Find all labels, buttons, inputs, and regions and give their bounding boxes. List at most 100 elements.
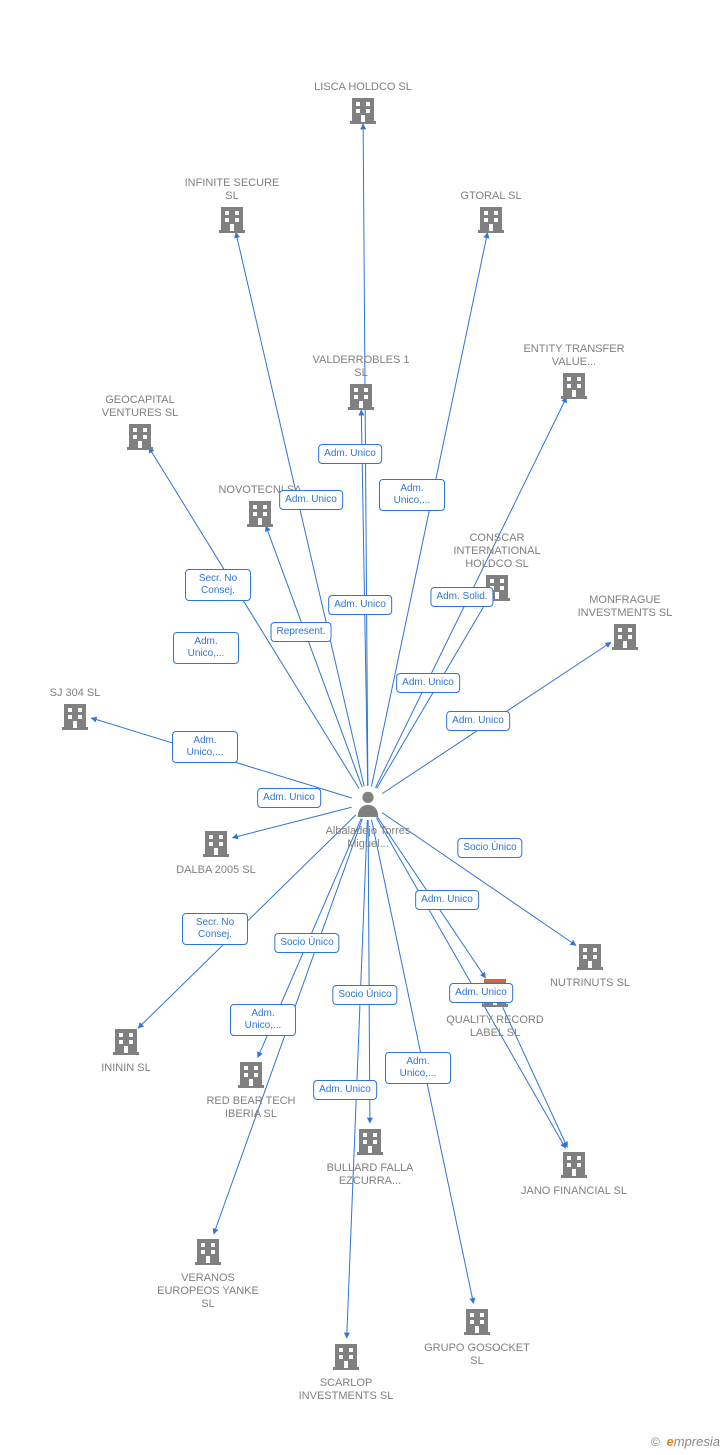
brand-rest: mpresia xyxy=(674,1434,720,1449)
node-entity: ENTITY TRANSFER VALUE... xyxy=(519,341,629,404)
building-icon xyxy=(201,827,231,862)
edge-entity xyxy=(375,397,566,787)
edge-novotecni xyxy=(266,526,362,787)
node-geocapital: GEOCAPITAL VENTURES SL xyxy=(85,392,195,455)
node-monfrague: MONFRAGUE INVESTMENTS SL xyxy=(570,592,680,655)
edge-label: Represent. xyxy=(271,622,332,642)
edge-label: Adm. Unico,... xyxy=(230,1004,296,1036)
node-person: Albaladejo Torres Miguel... xyxy=(313,788,423,851)
node-label: NUTRINUTS SL xyxy=(535,977,645,990)
network-diagram: Albaladejo Torres Miguel... LISCA HOLDCO … xyxy=(0,0,728,1455)
building-icon xyxy=(245,497,275,532)
node-label: SJ 304 SL xyxy=(20,687,130,700)
building-icon xyxy=(236,1058,266,1093)
node-label: GTORAL SL xyxy=(436,190,546,203)
node-veranos: VERANOS EUROPEOS YANKE SL xyxy=(153,1235,263,1311)
node-label: INININ SL xyxy=(71,1062,181,1075)
building-icon xyxy=(331,1340,361,1375)
edge-label: Adm. Unico xyxy=(279,490,343,510)
edge-label: Adm. Unico,... xyxy=(379,479,445,511)
node-label: CONSCAR INTERNATIONAL HOLDCO SL xyxy=(442,532,552,571)
edge-label: Secr. No Consej. xyxy=(182,913,248,945)
edge-infinite xyxy=(236,233,364,787)
edge-conscar xyxy=(377,599,489,789)
building-icon xyxy=(348,94,378,129)
node-valderrobles: VALDERROBLES 1 SL xyxy=(306,352,416,415)
building-icon xyxy=(575,940,605,975)
edge-label: Adm. Unico,... xyxy=(172,731,238,763)
building-icon xyxy=(355,1125,385,1160)
node-lisca: LISCA HOLDCO SL xyxy=(308,79,418,129)
brand-initial: e xyxy=(667,1434,674,1449)
node-label: NOVOTECNI SA xyxy=(205,484,315,497)
node-label: INFINITE SECURE SL xyxy=(177,177,287,203)
edge-gtoral xyxy=(371,233,487,787)
node-jano: JANO FINANCIAL SL xyxy=(519,1148,629,1198)
building-icon xyxy=(193,1235,223,1270)
node-novotecni: NOVOTECNI SA xyxy=(205,482,315,532)
edge-label: Adm. Unico xyxy=(446,711,510,731)
node-label: JANO FINANCIAL SL xyxy=(519,1185,629,1198)
copyright-symbol: © xyxy=(651,1435,660,1449)
building-icon xyxy=(559,369,589,404)
node-label: GEOCAPITAL VENTURES SL xyxy=(85,394,195,420)
node-gtoral: GTORAL SL xyxy=(436,188,546,238)
edge-label: Adm. Unico xyxy=(396,673,460,693)
building-icon xyxy=(482,571,512,606)
node-label: VALDERROBLES 1 SL xyxy=(306,354,416,380)
node-label: ENTITY TRANSFER VALUE... xyxy=(519,343,629,369)
edge-sj304 xyxy=(91,718,351,798)
node-redbear: RED BEAR TECH IBERIA SL xyxy=(196,1058,306,1121)
node-label: Albaladejo Torres Miguel... xyxy=(313,825,423,851)
node-label: SCARLOP INVESTMENTS SL xyxy=(291,1377,401,1403)
building-icon xyxy=(125,420,155,455)
edge-bullard xyxy=(368,820,370,1123)
node-dalba: DALBA 2005 SL xyxy=(161,827,271,877)
watermark: © empresia xyxy=(651,1434,720,1449)
edge-quality-jano xyxy=(503,1007,568,1147)
building-icon xyxy=(60,700,90,735)
edge-ininin xyxy=(138,815,356,1028)
edge-label: Adm. Unico xyxy=(415,890,479,910)
edge-label: Adm. Unico,... xyxy=(173,632,239,664)
edge-lisca xyxy=(363,124,368,786)
node-label: RED BEAR TECH IBERIA SL xyxy=(196,1095,306,1121)
edge-monfrague xyxy=(382,642,611,793)
node-label: DALBA 2005 SL xyxy=(161,864,271,877)
edge-scarlop xyxy=(347,820,368,1338)
node-conscar: CONSCAR INTERNATIONAL HOLDCO SL xyxy=(442,530,552,606)
node-quality: QUALITY RECORD LABEL SL xyxy=(440,977,550,1040)
edge-label: Secr. No Consej. xyxy=(185,569,251,601)
person-icon xyxy=(354,788,382,823)
edge-label: Adm. Unico xyxy=(328,595,392,615)
building-icon xyxy=(462,1305,492,1340)
edge-label: Adm. Unico xyxy=(449,983,513,1003)
edge-label: Adm. Unico xyxy=(318,444,382,464)
node-infinite: INFINITE SECURE SL xyxy=(177,175,287,238)
edge-label: Socio Único xyxy=(457,838,522,858)
node-sj304: SJ 304 SL xyxy=(20,685,130,735)
node-scarlop: SCARLOP INVESTMENTS SL xyxy=(291,1340,401,1403)
node-label: QUALITY RECORD LABEL SL xyxy=(440,1014,550,1040)
edge-label: Adm. Unico,... xyxy=(385,1052,451,1084)
edge-label: Adm. Solid. xyxy=(430,587,493,607)
node-label: GRUPO GOSOCKET SL xyxy=(422,1342,532,1368)
node-label: BULLARD FALLA EZCURRA... xyxy=(315,1162,425,1188)
edge-geocapital xyxy=(149,447,359,788)
building-icon xyxy=(559,1148,589,1183)
node-bullard: BULLARD FALLA EZCURRA... xyxy=(315,1125,425,1188)
edge-quality xyxy=(377,817,485,978)
edge-jano xyxy=(376,818,565,1148)
node-label: VERANOS EUROPEOS YANKE SL xyxy=(153,1272,263,1311)
node-nutrinuts: NUTRINUTS SL xyxy=(535,940,645,990)
building-icon xyxy=(111,1025,141,1060)
building-icon xyxy=(217,203,247,238)
building-icon xyxy=(480,977,510,1012)
edge-valderrobles xyxy=(361,410,367,786)
edge-label: Adm. Unico xyxy=(257,788,321,808)
edges-layer xyxy=(0,0,728,1455)
edge-label: Adm. Unico xyxy=(313,1080,377,1100)
node-gosocket: GRUPO GOSOCKET SL xyxy=(422,1305,532,1368)
edge-label: Socio Único xyxy=(332,985,397,1005)
edge-dalba xyxy=(232,807,351,838)
